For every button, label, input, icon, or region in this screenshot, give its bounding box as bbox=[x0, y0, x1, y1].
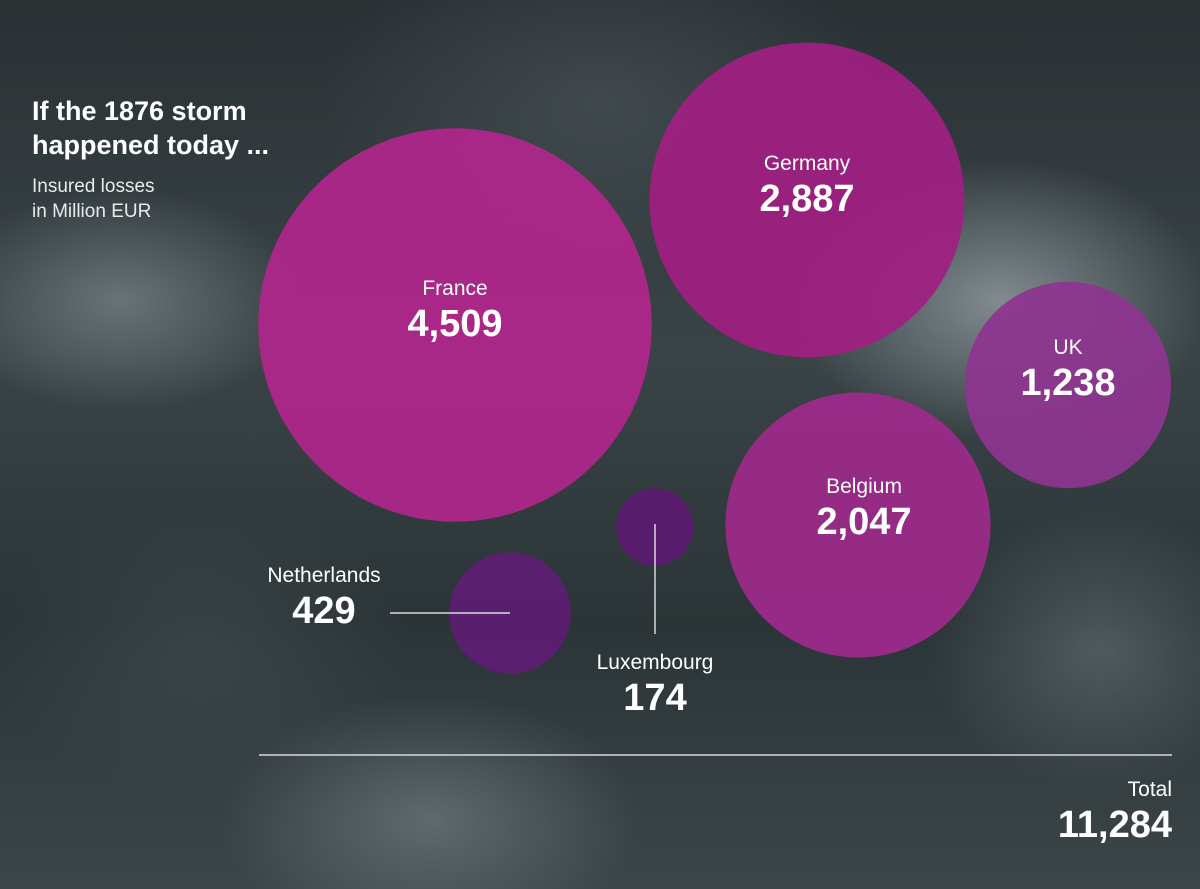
subtitle-line-1: Insured losses bbox=[32, 176, 155, 197]
bubble-uk bbox=[964, 281, 1172, 489]
country-value: 429 bbox=[292, 590, 356, 632]
total-block: Total 11,284 bbox=[1058, 778, 1172, 848]
label-uk: UK 1,238 bbox=[1020, 335, 1115, 405]
title-line-1: If the 1876 storm bbox=[32, 96, 247, 126]
country-value: 1,238 bbox=[1020, 362, 1116, 404]
country-value: 4,509 bbox=[407, 303, 503, 345]
country-name: France bbox=[422, 277, 488, 300]
title-line-2: happened today ... bbox=[32, 130, 270, 160]
chart-subtitle: Insured losses in Million EUR bbox=[32, 174, 155, 224]
country-name: Germany bbox=[763, 152, 851, 175]
country-value: 2,047 bbox=[816, 501, 912, 543]
country-value: 2,887 bbox=[759, 178, 855, 220]
bubble-france bbox=[258, 128, 652, 522]
total-value: 11,284 bbox=[1057, 804, 1172, 846]
label-netherlands: Netherlands 429 bbox=[267, 563, 380, 633]
country-name: Belgium bbox=[826, 475, 902, 498]
country-name: UK bbox=[1053, 336, 1083, 359]
label-france: France 4,509 bbox=[407, 276, 502, 346]
bubble-belgium bbox=[725, 392, 991, 658]
label-belgium: Belgium 2,047 bbox=[816, 474, 911, 544]
subtitle-line-2: in Million EUR bbox=[32, 201, 152, 222]
total-label: Total bbox=[1127, 778, 1172, 801]
country-name: Netherlands bbox=[267, 564, 381, 587]
label-luxembourg: Luxembourg 174 bbox=[597, 650, 714, 720]
country-name: Luxembourg bbox=[596, 651, 714, 674]
chart-title: If the 1876 storm happened today ... bbox=[32, 94, 269, 162]
bubble-germany bbox=[649, 42, 965, 358]
label-germany: Germany 2,887 bbox=[759, 151, 854, 221]
country-value: 174 bbox=[623, 677, 687, 719]
